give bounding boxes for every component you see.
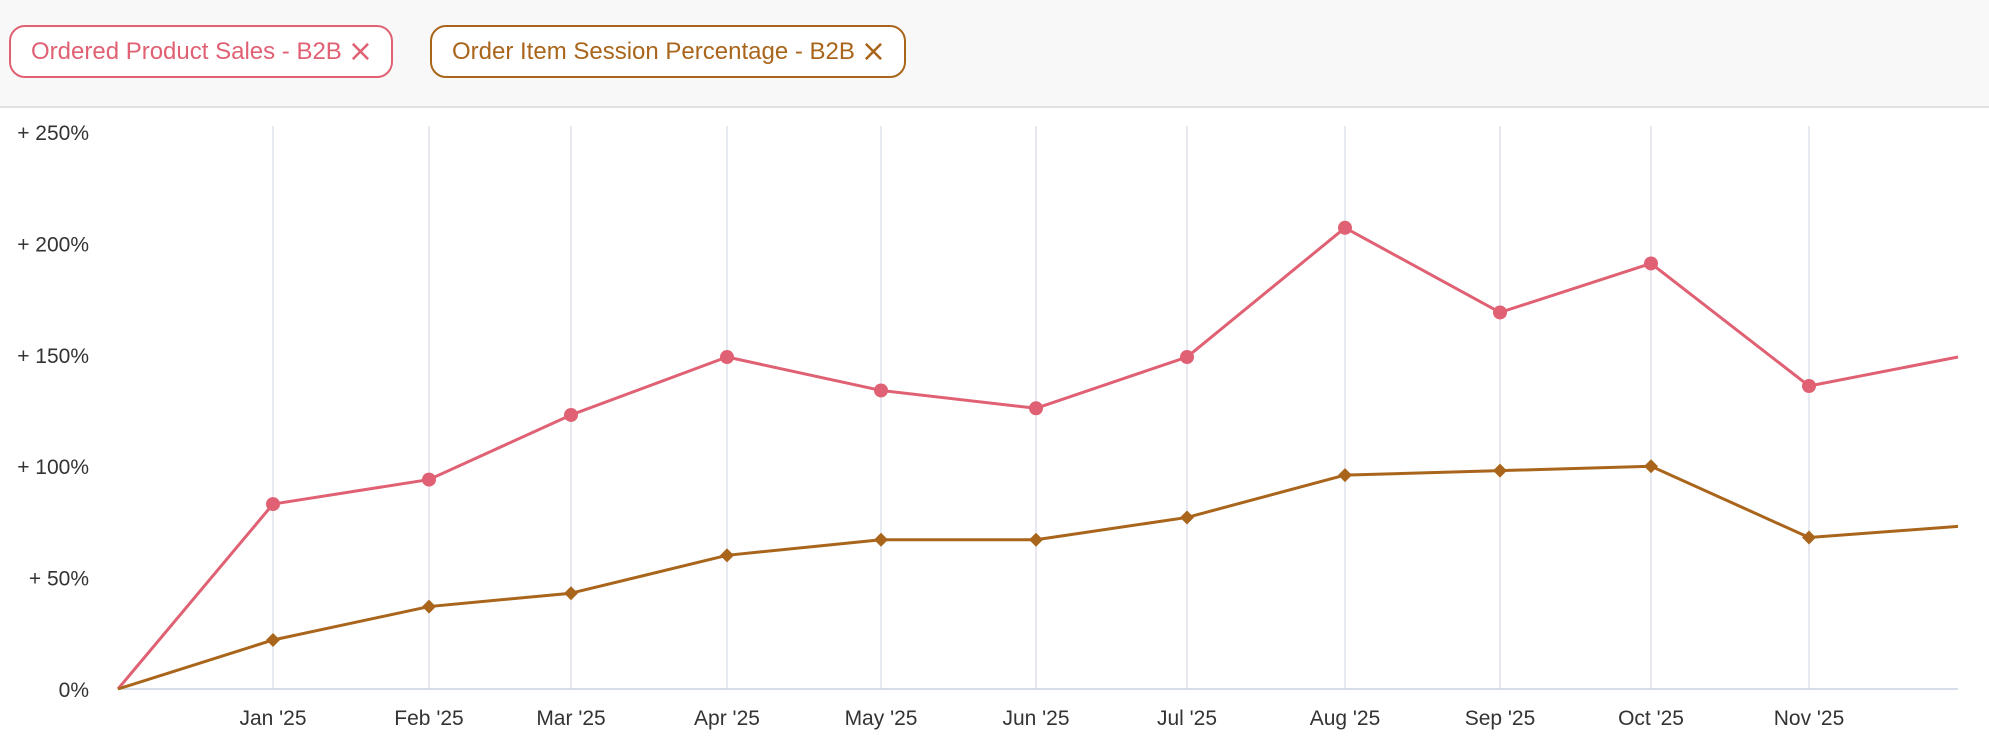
x-tick-label: Oct '25 [1618,707,1684,730]
y-tick-label: + 200% [17,233,89,256]
data-point [874,532,888,547]
x-tick-label: Nov '25 [1774,707,1845,730]
data-point [1644,256,1658,271]
data-point [564,407,578,422]
data-point [422,599,436,614]
data-point [720,350,734,365]
series-ordered-product-sales [116,220,1959,690]
x-axis: Jan '25 Feb '25 Mar '25 Apr '25 May '25 Jun '… [118,688,1958,730]
data-point [1029,532,1043,547]
data-point [266,632,280,647]
data-point [266,497,280,512]
data-point [874,383,888,398]
filter-bar: Ordered Product Sales - B2B × Order Item… [0,0,1989,108]
y-tick-label: + 100% [17,456,89,479]
data-point [1180,510,1194,525]
data-point [1029,401,1043,416]
data-point [1180,350,1194,365]
y-tick-label: + 50% [29,568,89,591]
x-tick-label: Aug '25 [1310,707,1381,730]
line-chart: 0% + 50% + 100% + 150% + 200% + 250% Jan '25 F… [17,122,1959,730]
data-point [1802,378,1816,393]
x-tick-label: Jul '25 [1157,707,1217,730]
x-tick-label: Sep '25 [1465,707,1536,730]
data-point [422,472,436,487]
filter-chip-order-item-session-percentage[interactable]: Order Item Session Percentage - B2B × [430,25,906,78]
series-line [116,226,1959,690]
data-point [720,548,734,563]
data-point [1644,459,1658,474]
data-point [1338,468,1352,483]
filter-chip-ordered-product-sales[interactable]: Ordered Product Sales - B2B × [9,25,393,78]
y-tick-label: 0% [59,679,89,702]
filter-chip-label: Ordered Product Sales - B2B [31,37,342,65]
chart-series [116,220,1959,691]
close-icon[interactable]: × [347,33,373,69]
series-line [117,464,1959,691]
filter-chip-label: Order Item Session Percentage - B2B [452,37,855,65]
x-tick-label: Apr '25 [694,707,760,730]
data-point [1493,463,1507,478]
close-icon[interactable]: × [860,33,886,69]
y-tick-label: + 250% [17,122,89,145]
data-point [1493,305,1507,320]
x-tick-label: Feb '25 [394,707,463,730]
x-tick-label: Mar '25 [536,707,605,730]
x-tick-label: Jan '25 [239,707,306,730]
series-order-item-session-percentage [117,459,1959,691]
data-point [564,586,578,601]
y-tick-label: + 150% [17,345,89,368]
data-point [1338,220,1352,235]
x-tick-label: Jun '25 [1002,707,1069,730]
y-axis: 0% + 50% + 100% + 150% + 200% + 250% [17,122,89,702]
x-tick-label: May '25 [845,707,918,730]
data-point [1802,530,1816,545]
